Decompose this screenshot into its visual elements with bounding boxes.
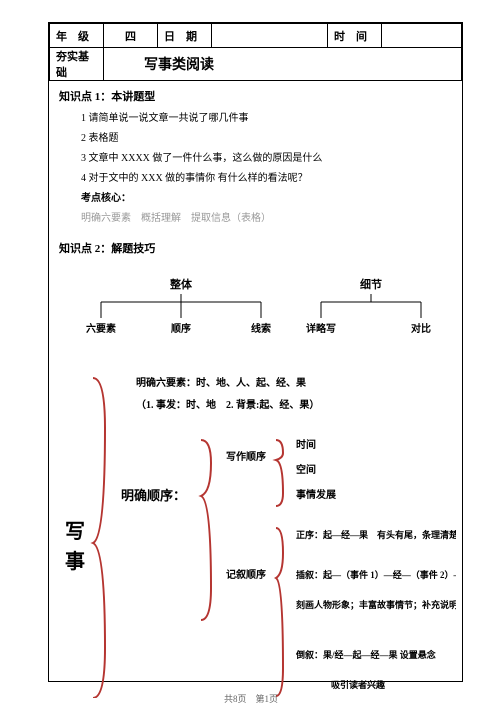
top-right-label: 细节 — [360, 277, 382, 291]
svg-diagram: 整体 六要素 顺序 线索 细节 详略写 对比 写 事 — [61, 268, 456, 704]
node-4: 详略写 — [306, 322, 336, 335]
l2b1: 正序：起—经—果 有头有尾，条理清楚 — [296, 529, 456, 540]
kp1-item1: 1 请简单说一说文章一共说了哪几件事 — [81, 111, 452, 127]
l2-title: 明确顺序： — [121, 488, 186, 503]
date-label: 日 期 — [158, 24, 212, 48]
l2a2: 空间 — [296, 463, 316, 476]
date-value — [212, 24, 328, 48]
left-char-1: 写 — [65, 521, 85, 543]
kp1-heading: 知识点 1：本讲题型 — [59, 89, 452, 107]
node-1: 六要素 — [86, 322, 116, 335]
kp1-core-label: 考点核心： — [81, 191, 452, 207]
kp1-core-text: 明确六要素 概括理解 提取信息（表格） — [81, 211, 452, 227]
basis-label: 夯实基础 — [50, 48, 104, 81]
l2b5: 吸引读者兴趣 — [331, 679, 386, 690]
page-footer: 共8页 第1页 — [0, 692, 502, 705]
kp1-item3: 3 文章中 XXXX 做了一件什么事，这么做的原因是什么 — [81, 151, 452, 167]
node-3: 线索 — [251, 322, 271, 335]
page-title: 写事类阅读 — [104, 48, 462, 81]
header-table: 年 级 四 日 期 时 间 夯实基础 写事类阅读 — [49, 23, 462, 81]
l2a: 写作顺序 — [226, 450, 266, 463]
grade-value: 四 — [104, 24, 158, 48]
content-body: 知识点 1：本讲题型 1 请简单说一说文章一共说了哪几件事 2 表格题 3 文章… — [49, 81, 462, 704]
kp2-heading: 知识点 2：解题技巧 — [59, 241, 452, 259]
kp1-item4: 4 对于文中的 XXX 做的事情你 有什么样的看法呢？ — [81, 171, 452, 187]
l2b2: 插叙：起—（事件 1）—经—（事件 2）— 果 — [296, 569, 456, 580]
l2b3: 刻画人物形象；丰富故事情节；补充说明 — [296, 599, 456, 611]
grade-label: 年 级 — [50, 24, 104, 48]
l2a3: 事情发展 — [296, 488, 336, 501]
time-value — [382, 24, 462, 48]
page-frame: 年 级 四 日 期 时 间 夯实基础 写事类阅读 知识点 1：本讲题型 1 请简… — [48, 22, 463, 682]
l1-sub: （1. 事发：时、地 2. 背景:起、经、果） — [136, 398, 319, 411]
kp1-item2: 2 表格题 — [81, 131, 452, 147]
node-5: 对比 — [411, 322, 431, 335]
time-label: 时 间 — [328, 24, 382, 48]
l2b4: 倒叙：果/经—起—经—果 设置悬念 — [295, 649, 436, 660]
l2a1: 时间 — [296, 438, 316, 451]
top-left-label: 整体 — [169, 277, 193, 291]
node-2: 顺序 — [171, 322, 191, 335]
tree-svg: 整体 六要素 顺序 线索 细节 详略写 对比 写 事 — [61, 268, 456, 698]
left-char-2: 事 — [65, 549, 85, 573]
l1-title: 明确六要素：时、地、人、起、经、果 — [136, 376, 307, 389]
l2b: 记叙顺序 — [226, 568, 266, 581]
